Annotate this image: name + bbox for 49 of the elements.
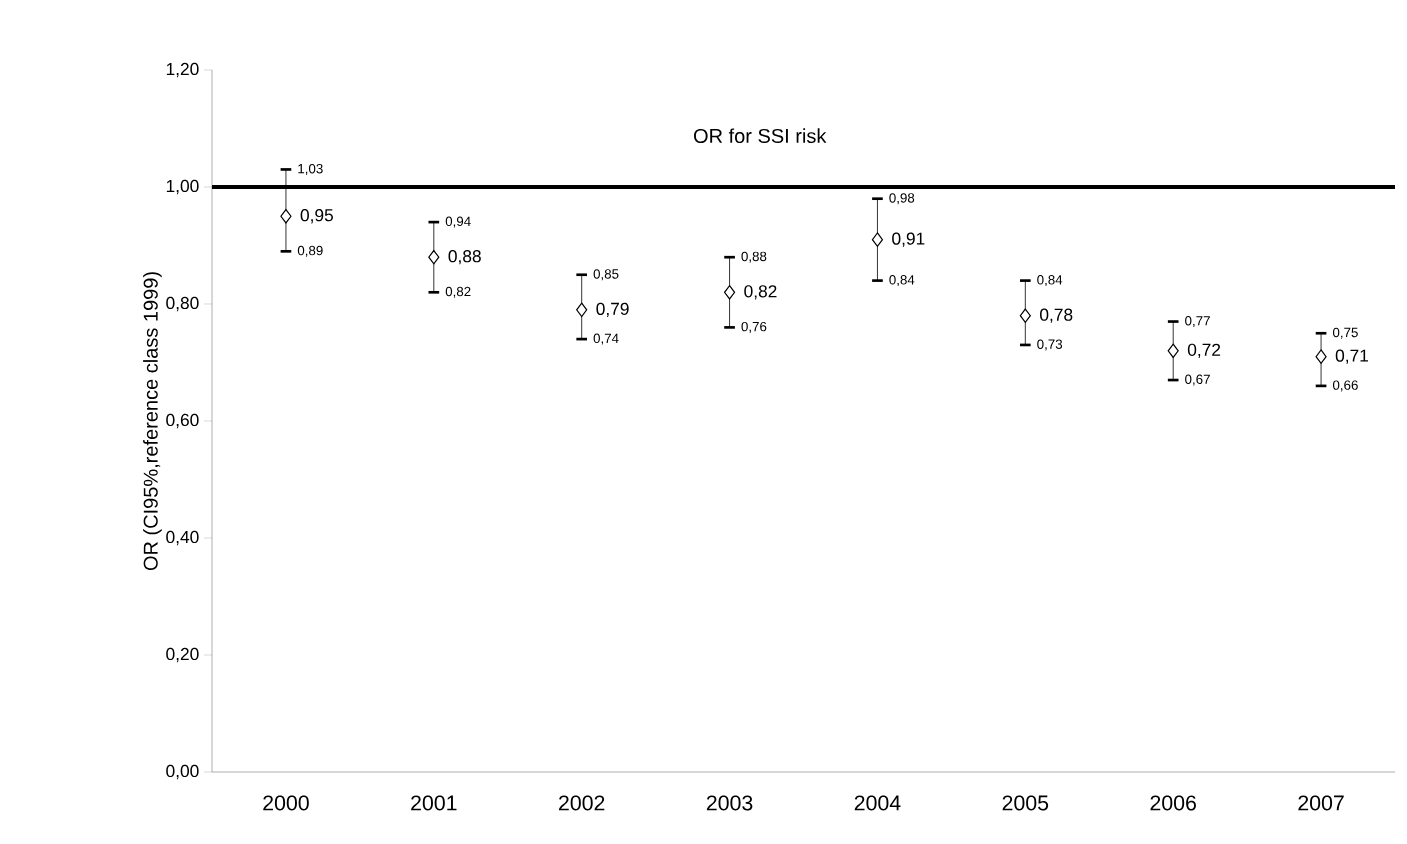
data-label: 0,88 (448, 250, 481, 265)
annotation: 0,85 (593, 269, 619, 281)
y-tick-label: 0,00 (166, 764, 199, 780)
x-tick-label: 2000 (263, 795, 309, 811)
point (428, 249, 440, 265)
data-label: 0,71 (1335, 349, 1369, 364)
point (1019, 308, 1031, 323)
x-tick-label: 2002 (559, 795, 605, 811)
annotation: 0,84 (889, 275, 915, 287)
x-tick-label: 2006 (1150, 795, 1196, 811)
annotation: 0,75 (1332, 327, 1358, 339)
data-label: 0,78 (1040, 308, 1073, 323)
annotation: 0,88 (741, 251, 767, 263)
point (723, 285, 736, 300)
point (871, 232, 884, 247)
point (1315, 349, 1327, 364)
y-tick-label: 0,80 (166, 296, 199, 312)
annotation: 0,74 (593, 333, 619, 345)
annotation: 0,89 (297, 245, 323, 257)
y-tick-label: 1,00 (166, 179, 199, 195)
annotation: 0,77 (1185, 316, 1210, 328)
annotation: 0,76 (741, 321, 767, 333)
annotation: 1,03 (298, 163, 323, 175)
annotation: 0,73 (1037, 339, 1063, 351)
annotation: 0,66 (1332, 380, 1358, 392)
x-tick-label: 2005 (1002, 795, 1049, 811)
y-tick-label: 0,20 (166, 647, 199, 663)
annotation: 0,98 (889, 193, 915, 205)
annotation: 0,94 (445, 216, 471, 228)
annotation: 0,67 (1185, 374, 1210, 386)
data-label: 0,91 (892, 232, 925, 247)
data-label: 0,82 (744, 285, 777, 300)
data-label: 0,72 (1187, 343, 1221, 358)
point (576, 302, 588, 318)
x-tick-label: 2003 (706, 795, 753, 811)
data-label: 0,79 (596, 302, 629, 318)
y-tick-label: 0,40 (166, 530, 199, 546)
x-tick-label: 2004 (854, 795, 901, 811)
y-tick-label: 0,60 (166, 413, 199, 429)
y-tick-label: 1,20 (166, 62, 199, 78)
annotation: 0,82 (445, 286, 471, 298)
annotation: 0,84 (1037, 275, 1063, 287)
x-tick-label: 2007 (1298, 795, 1344, 811)
y-axis-title: OR (CI95%,reference class 1999) (143, 272, 162, 571)
point (280, 208, 292, 224)
point (1167, 343, 1179, 359)
x-tick-label: 2001 (411, 795, 457, 811)
text: OR for SSI risk (694, 128, 827, 144)
data-label: 0,95 (300, 209, 333, 224)
